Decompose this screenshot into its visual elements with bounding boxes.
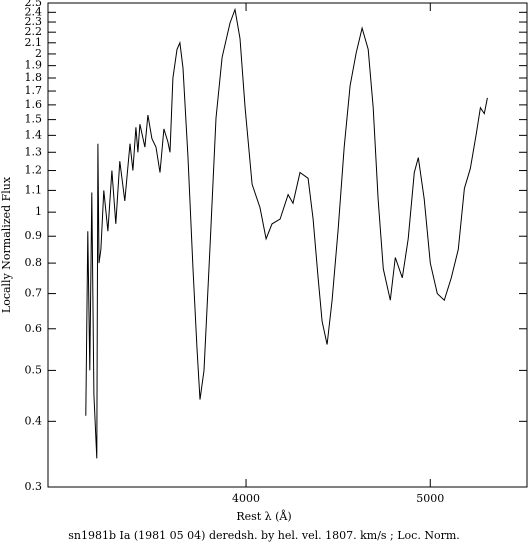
y-tick-label: 1.5 [25,113,43,126]
x-tick-label: 4000 [232,492,260,505]
y-tick-label: 0.4 [25,414,43,427]
y-tick-label: 1.6 [25,98,43,111]
y-tick-label: 1.3 [25,145,43,158]
y-tick-label: 0.9 [25,229,43,242]
plot-frame [47,2,528,488]
y-axis-label: Locally Normalized Flux [0,176,13,313]
y-tick-label: 2 [35,47,42,60]
caption: sn1981b Ia (1981 05 04) deredsh. by hel.… [68,529,460,542]
y-tick-label: 1.8 [25,71,43,84]
y-tick-label: 2.5 [25,0,43,9]
x-tick-label: 5000 [416,492,444,505]
x-axis-label: Rest λ (Å) [236,509,291,523]
y-tick-label: 0.6 [25,322,43,335]
y-tick-label: 2.3 [25,15,43,28]
y-tick-label: 1.2 [25,164,43,177]
y-tick-label: 0.5 [25,363,43,376]
y-tick-label: 2.1 [25,36,43,49]
y-tick-label: 1.1 [25,183,43,196]
y-tick-label: 0.7 [25,287,43,300]
y-tick-label: 0.8 [25,256,43,269]
y-tick-label: 2.4 [25,5,43,18]
y-tick-label: 1.9 [25,59,43,72]
y-tick-label: 1.7 [25,84,43,97]
y-tick-label: 1.4 [25,128,43,141]
y-tick-label: 1 [35,205,42,218]
spectrum-line [85,7,488,459]
y-tick-label: 0.3 [25,480,43,493]
y-tick-label: 2.2 [25,25,43,38]
